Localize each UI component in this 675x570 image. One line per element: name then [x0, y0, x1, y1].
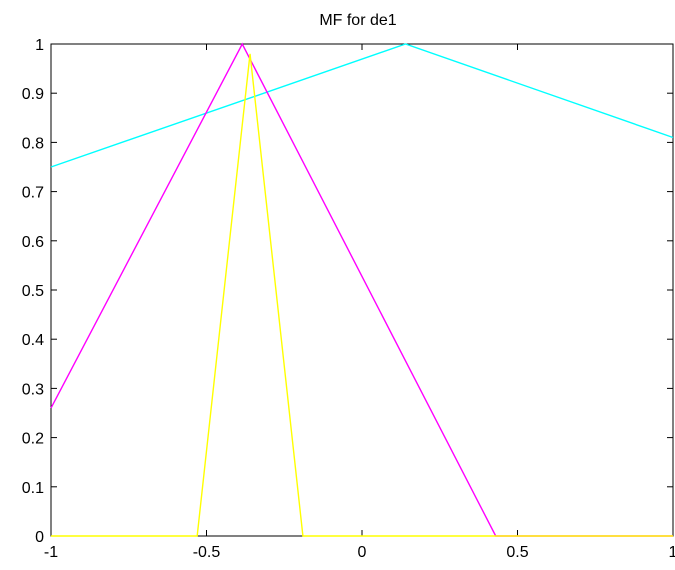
series-line-3	[51, 53, 673, 537]
series-layer	[50, 42, 674, 537]
y-tick-label: 0.8	[22, 135, 44, 152]
y-tick-label: 0.6	[22, 234, 44, 251]
y-tick-label: 0.1	[22, 480, 44, 497]
y-tick-label: 0.7	[22, 185, 44, 202]
y-tick-label: 0.2	[22, 431, 44, 448]
x-tick-label: 0.5	[506, 544, 528, 561]
x-tick-label: -1	[44, 544, 58, 561]
plot-frame	[50, 43, 674, 537]
y-tick-label: 0	[35, 529, 44, 546]
x-tick-label: -0.5	[193, 544, 221, 561]
y-tick-label: 0.5	[22, 283, 44, 300]
series-line-1	[50, 43, 674, 168]
y-tick-label: 1	[35, 37, 44, 54]
y-tick-label: 0.4	[22, 332, 44, 349]
x-tick-label: 1	[669, 544, 675, 561]
y-tick-label: 0.3	[22, 381, 44, 398]
ticks-layer: -1 -0.5 0 0.5 1 0 0.1 0.2 0.3 0.4 0.5 0.6 0.7 0.8 0.9 1	[22, 37, 675, 561]
chart-title: MF for de1	[319, 12, 396, 29]
x-tick-label: 0	[358, 544, 367, 561]
y-tick-label: 0.9	[22, 86, 44, 103]
